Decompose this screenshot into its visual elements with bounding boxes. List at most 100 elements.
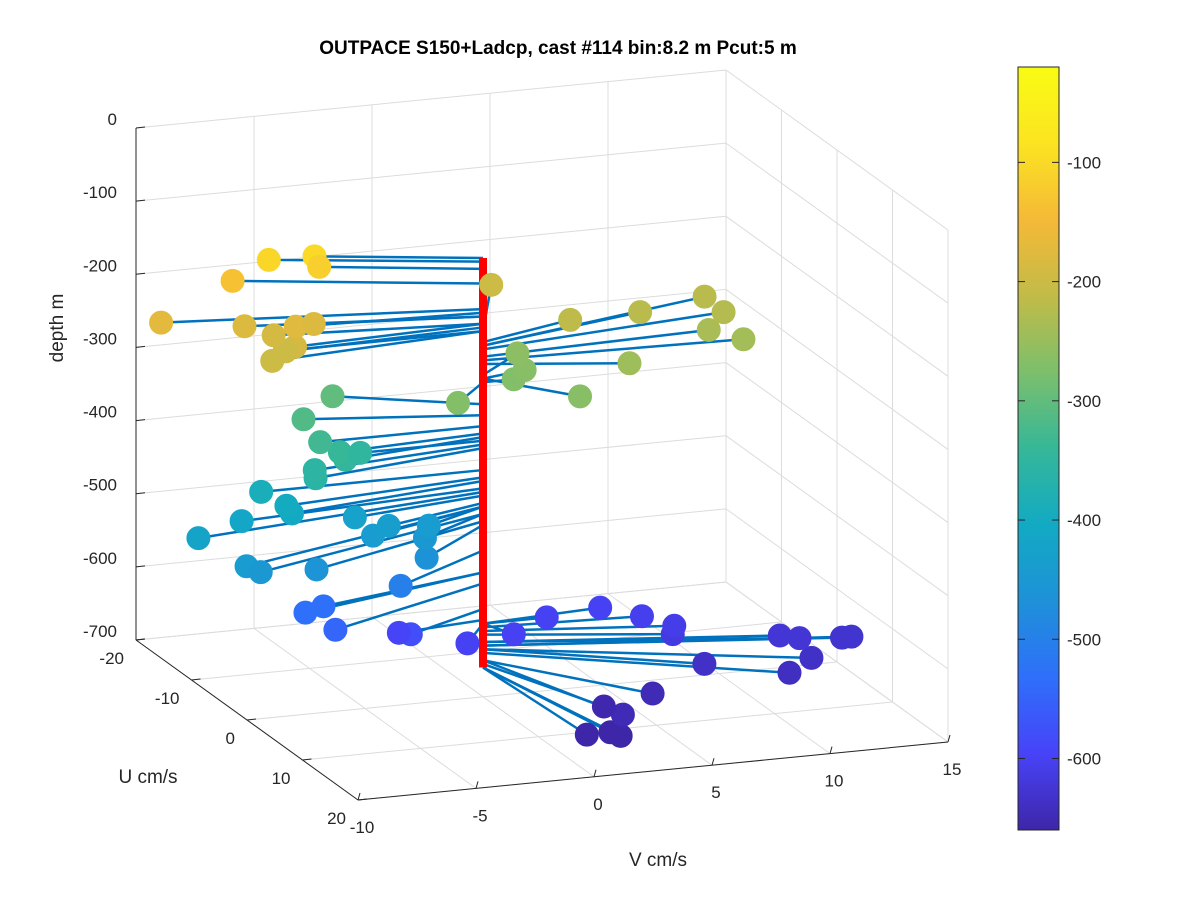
z-tick-mark [135,419,146,422]
current-vector [482,318,571,344]
x-axis-line [357,741,949,801]
data-point [186,526,211,551]
data-point [323,617,348,642]
current-vector [315,446,484,480]
z-tick-label: -500 [83,476,117,495]
current-vector [482,666,588,736]
data-point [376,513,401,538]
data-point [311,594,336,619]
data-point [505,341,530,366]
current-vector [400,549,484,588]
y-tick-label: 10 [272,769,291,788]
z-tick-mark [135,126,146,129]
back-wall-grid-line [135,215,727,275]
data-point [302,458,327,483]
current-vector [284,329,484,352]
data-point [534,605,559,630]
data-point [591,694,616,719]
y-tick-label: 0 [226,729,235,748]
data-point [558,307,583,332]
current-vector [482,648,705,666]
x-tick-mark [947,734,951,743]
tick-layer: -10-5051015-20-10010200-100-200-300-400-… [83,110,961,837]
side-wall-grid-line [725,69,949,231]
y-tick-label: 20 [327,809,346,828]
data-point [388,573,413,598]
data-point [248,560,273,585]
z-tick-mark [135,272,146,275]
x-tick-mark [357,792,361,801]
y-tick-mark [302,758,312,761]
data-point [229,509,254,534]
data-point [307,254,332,279]
data-point [256,247,281,272]
x-tick-mark [829,746,833,754]
colorbar-ticks: -100 -200 -300 -400 -500 -600 [1018,153,1101,768]
x-tick-mark [475,781,479,789]
z-axis-label: depth m [47,294,68,363]
side-wall-grid-line [725,142,949,304]
current-vector [313,315,484,326]
current-vector [354,494,484,519]
colorbar-tick-label: -100 [1067,153,1101,172]
data-point [711,300,736,325]
data-point [320,384,345,409]
colorbar-tick-label: -500 [1067,630,1101,649]
colorbar-tick-label: -600 [1067,749,1101,768]
current-vector [303,413,484,421]
x-tick-label: 5 [711,783,720,802]
current-vector [335,582,484,631]
back-wall-grid-line [135,69,727,129]
z-tick-mark [135,565,146,568]
x-tick-mark [593,769,597,777]
z-tick-label: -400 [83,403,117,422]
data-point [568,384,593,409]
z-tick-label: -200 [83,256,117,275]
current-vector [482,651,790,675]
data-point [308,430,333,455]
data-point [662,613,687,638]
side-wall-grid-line [725,435,949,597]
current-vector [294,322,484,349]
data-point [692,284,717,309]
data-point [767,623,792,648]
current-vector [388,501,484,528]
data-point [261,323,286,348]
side-wall-grid-line [725,362,949,523]
data-point [149,310,174,335]
y-tick-mark [246,718,257,721]
z-tick-mark [135,492,146,495]
current-vector [320,424,484,444]
current-vector [291,479,484,515]
data-point [839,624,864,649]
x-tick-label: 0 [593,795,602,814]
data-point [386,620,411,645]
x-tick-label: 15 [943,760,962,779]
data-point [731,327,756,352]
data-point [696,317,721,342]
data-point [777,660,802,685]
back-wall-grid-line [135,435,727,495]
side-wall-grid-line [725,289,949,450]
data-point [640,681,665,706]
z-tick-label: -700 [83,622,117,641]
y-tick-label: -20 [99,649,124,668]
colorbar-tick-label: -200 [1067,273,1101,292]
colorbar-tick-label: -300 [1067,392,1101,411]
y-tick-mark [357,798,368,801]
current-vector [232,279,484,285]
back-wall-grid-line [135,581,727,641]
data-point [574,722,599,747]
current-vector [482,361,630,366]
z-tick-label: -600 [83,549,117,568]
current-vector [482,666,622,737]
data-point [301,312,326,337]
data-point [342,505,367,530]
x-tick-label: 10 [825,772,844,791]
z-tick-label: -100 [83,183,117,202]
current-vector [261,468,484,494]
current-vector [314,255,484,260]
data-point [628,300,653,325]
current-vector [360,439,484,455]
